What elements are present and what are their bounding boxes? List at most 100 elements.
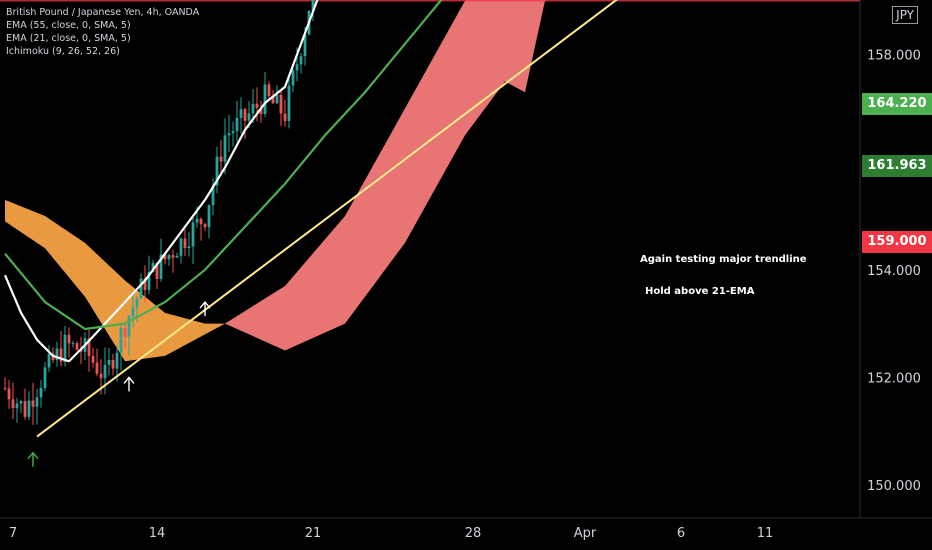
touch-arrow-2-head (123, 376, 135, 384)
candle-body (151, 263, 155, 272)
candle-body (211, 185, 215, 206)
candle-body (71, 343, 75, 345)
candle-body (35, 397, 39, 407)
candle-body (23, 401, 27, 417)
candle-body (295, 64, 299, 71)
candle-body (147, 271, 151, 290)
candle-body (255, 103, 259, 108)
candle-body (275, 94, 279, 104)
x-tick-label: Apr (574, 526, 597, 541)
candle-body (259, 107, 263, 115)
indicator-lines (3, 0, 618, 438)
candle-body (171, 255, 175, 258)
cloud-segment-1 (225, 0, 547, 351)
candle-body (179, 238, 183, 256)
candle-body (227, 133, 231, 136)
candle-body (175, 255, 179, 258)
candle-body (287, 85, 291, 121)
candle-body (47, 353, 51, 368)
candle-body (143, 278, 147, 290)
candle-body (27, 400, 31, 417)
candle-body (203, 224, 207, 228)
x-tick-label: 11 (757, 526, 774, 541)
candle-body (167, 255, 171, 260)
candle-body (199, 218, 203, 225)
trendline-note: Again testing major trendline (640, 254, 807, 265)
price-tag-resistance: 164.220 (862, 93, 932, 115)
candle-body (231, 131, 235, 134)
candle-body (139, 278, 143, 299)
candle-body (223, 135, 227, 162)
ichimoku-cloud (5, 0, 547, 362)
candle-body (183, 238, 187, 249)
candle-body (19, 401, 23, 404)
candle-body (267, 84, 271, 97)
touch-arrow-1-head (27, 451, 39, 460)
ema21-line (4, 0, 443, 331)
legend-ema21: EMA (21, close, 0, SMA, 5) (6, 33, 131, 44)
candle-body (11, 399, 15, 409)
candle-body (7, 388, 11, 400)
candle-body (107, 359, 111, 365)
candle-body (207, 205, 211, 228)
candle-body (283, 113, 287, 121)
candle-body (55, 348, 59, 360)
candle-body (247, 113, 251, 121)
x-tick-label: 7 (9, 526, 17, 541)
y-tick-label: 152.000 (867, 371, 921, 386)
candle-body (3, 388, 7, 390)
touch-arrow-3 (199, 300, 211, 317)
candle-body (243, 109, 247, 121)
y-tick-label: 158.000 (867, 49, 921, 64)
candle-body (79, 349, 83, 352)
ema-note: Hold above 21-EMA (645, 286, 755, 297)
annotation-arrows (27, 300, 211, 467)
candle-body (155, 263, 159, 279)
candle-body (31, 400, 35, 407)
ema55-line (3, 0, 319, 363)
candle-body (195, 218, 199, 223)
candle-body (191, 222, 195, 247)
candle-body (91, 355, 95, 363)
candle-body (39, 387, 43, 398)
x-tick-label: 21 (305, 526, 322, 541)
candle-body (251, 103, 255, 114)
candle-body (271, 96, 275, 104)
candle-body (111, 359, 115, 369)
candle-body (311, 0, 315, 11)
candle-body (235, 117, 239, 132)
candle-body (99, 373, 103, 379)
y-tick-label: 150.000 (867, 479, 921, 494)
candle-body (299, 56, 303, 65)
candle-body (115, 352, 119, 369)
touch-arrow-2 (123, 376, 135, 392)
x-tick-label: 14 (149, 526, 166, 541)
candle-body (135, 298, 139, 308)
price-tag-current: 161.963 (862, 155, 932, 177)
candle-body (131, 307, 135, 317)
x-tick-label: 6 (677, 526, 685, 541)
horizontal-levels (0, 0, 860, 2)
candle-body (59, 348, 63, 362)
currency-badge[interactable]: JPY (892, 6, 918, 24)
cloud-segment-0 (5, 199, 225, 362)
touch-arrow-3-head (199, 300, 211, 309)
candle-body (263, 84, 267, 115)
candle-body (291, 70, 295, 86)
touch-arrow-1 (27, 451, 39, 467)
legend-symbol: British Pound / Japanese Yen, 4h, OANDA (6, 7, 200, 18)
candle-body (215, 156, 219, 186)
chart-legend: British Pound / Japanese Yen, 4h, OANDA … (6, 6, 199, 58)
candle-body (15, 403, 19, 409)
candle-body (239, 109, 243, 118)
candle-body (219, 156, 223, 162)
legend-ichimoku: Ichimoku (9, 26, 52, 26) (6, 46, 120, 57)
legend-ema55: EMA (55, close, 0, SMA, 5) (6, 20, 131, 31)
candle-body (163, 254, 167, 260)
y-tick-label: 154.000 (867, 264, 921, 279)
candle-body (187, 246, 191, 249)
price-tag-support: 159.000 (862, 231, 932, 253)
candle-body (123, 327, 127, 337)
candle-body (119, 327, 123, 353)
